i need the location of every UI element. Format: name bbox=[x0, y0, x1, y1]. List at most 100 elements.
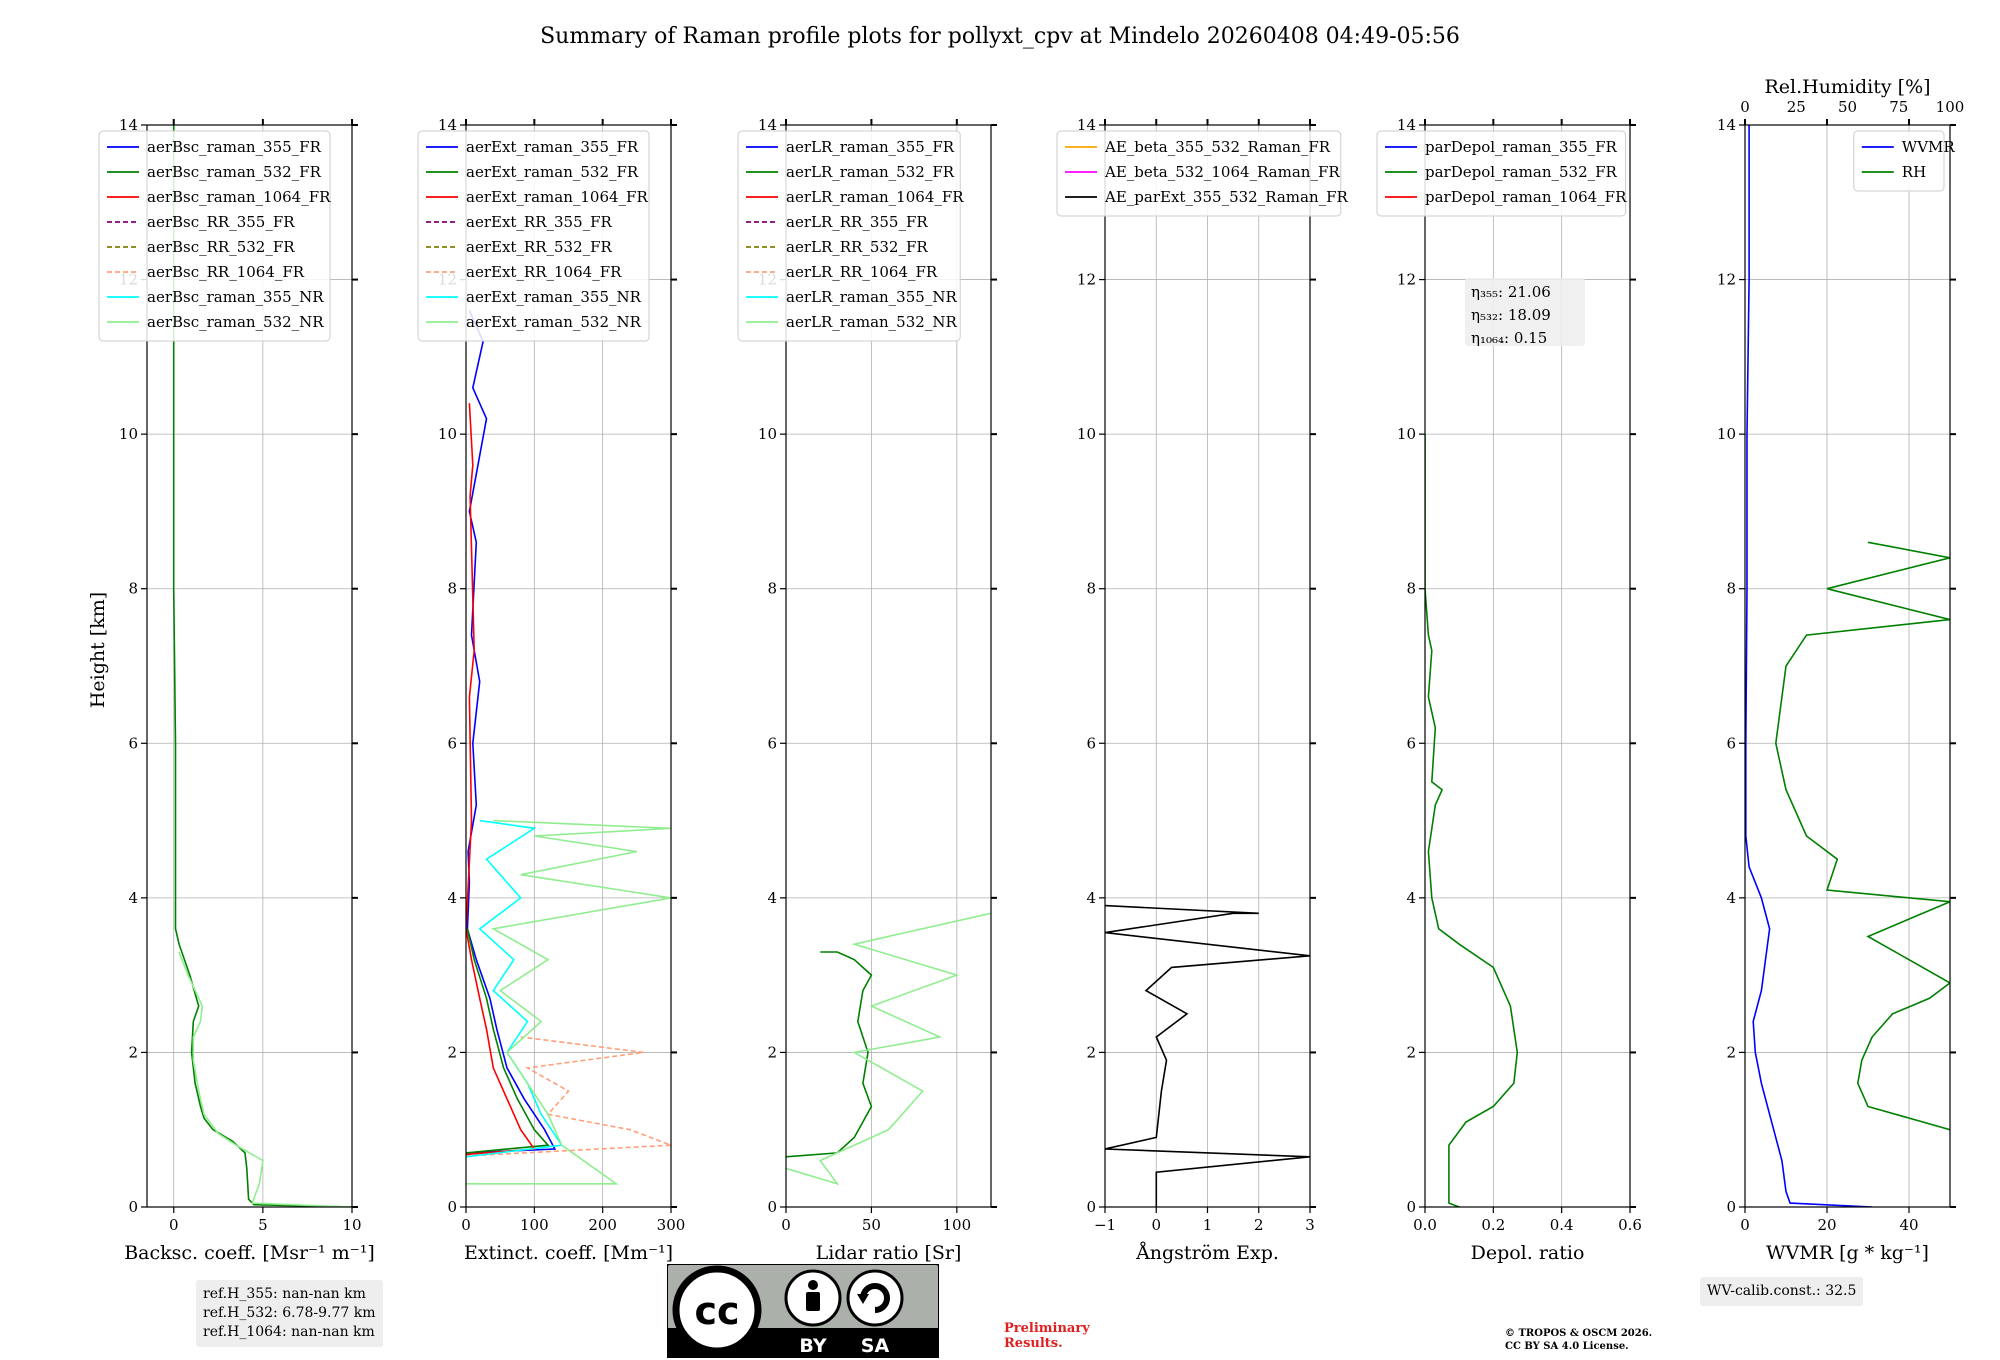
panel-2: 024681012140100200300Extinct. coeff. [Mm… bbox=[417, 116, 685, 1264]
y-tick-label: 10 bbox=[119, 425, 138, 443]
y-tick-label: 4 bbox=[1726, 889, 1736, 907]
legend-entry: parDepol_raman_355_FR bbox=[1425, 138, 1618, 156]
top-x-tick-label: 50 bbox=[1838, 98, 1857, 116]
y-tick-label: 0 bbox=[1406, 1198, 1416, 1216]
y-tick-label: 10 bbox=[1397, 425, 1416, 443]
x-axis-label: Extinct. coeff. [Mm⁻¹] bbox=[464, 1242, 673, 1264]
legend: AE_beta_355_532_Raman_FR AE_beta_532_1064… bbox=[1056, 130, 1349, 217]
y-tick-label: 4 bbox=[767, 889, 777, 907]
legend-entry: aerLR_RR_1064_FR bbox=[786, 263, 938, 281]
series-aerExt_raman_1064_FR bbox=[466, 403, 536, 1156]
y-tick-label: 4 bbox=[1086, 889, 1096, 907]
x-tick-label: 0 bbox=[781, 1216, 791, 1234]
y-tick-label: 2 bbox=[128, 1043, 138, 1061]
y-tick-label: 6 bbox=[767, 734, 777, 752]
legend-entry: aerBsc_raman_355_FR bbox=[147, 138, 322, 156]
x-tick-label: 0 bbox=[461, 1216, 471, 1234]
legend-entry: parDepol_raman_532_FR bbox=[1425, 163, 1618, 181]
y-tick-label: 14 bbox=[1397, 116, 1416, 134]
y-tick-label: 2 bbox=[447, 1043, 457, 1061]
x-tick-label: 1 bbox=[1203, 1216, 1213, 1234]
attribution-icon bbox=[784, 1269, 842, 1327]
x-axis-label: Lidar ratio [Sr] bbox=[816, 1242, 962, 1264]
legend-entry: aerLR_raman_532_FR bbox=[786, 163, 955, 181]
legend-box bbox=[1056, 130, 1342, 217]
y-tick-label: 14 bbox=[1077, 116, 1096, 134]
legend: aerBsc_raman_355_FR aerBsc_raman_532_FRae… bbox=[98, 130, 331, 342]
ref-height-1064: ref.H_1064: nan-nan km bbox=[203, 1324, 375, 1340]
y-tick-label: 12 bbox=[1397, 271, 1416, 289]
series-aerExt_raman_532_NR bbox=[466, 819, 671, 1185]
series-WVMR bbox=[1745, 125, 1873, 1207]
y-tick-label: 2 bbox=[1726, 1043, 1736, 1061]
legend-entry: aerBsc_raman_532_FR bbox=[147, 163, 322, 181]
x-tick-label: 0.6 bbox=[1618, 1216, 1642, 1234]
y-tick-label: 10 bbox=[1077, 425, 1096, 443]
copyright-line-2: CC BY SA 4.0 License. bbox=[1505, 1341, 1629, 1352]
x-tick-label: 200 bbox=[588, 1216, 617, 1234]
legend-entry: AE_beta_532_1064_Raman_FR bbox=[1104, 163, 1340, 181]
wv-calibration-box: WV-calib.const.: 32.5 bbox=[1700, 1277, 1864, 1306]
legend-box bbox=[737, 130, 961, 342]
x-tick-label: 40 bbox=[1899, 1216, 1918, 1234]
x-tick-label: 20 bbox=[1817, 1216, 1836, 1234]
x-axis-label: Ångström Exp. bbox=[1135, 1242, 1279, 1264]
x-axis-label: Depol. ratio bbox=[1471, 1242, 1585, 1264]
panel-1: 024681012140510Backsc. coeff. [Msr⁻¹ m⁻¹… bbox=[98, 116, 375, 1264]
legend-entry: aerBsc_RR_1064_FR bbox=[147, 263, 305, 281]
series-aerExt_raman_355_NR bbox=[466, 819, 564, 1158]
legend-box bbox=[98, 130, 331, 342]
ref-height-532: ref.H_532: 6.78-9.77 km bbox=[203, 1305, 376, 1321]
legend: aerExt_raman_355_FR aerExt_raman_532_FRae… bbox=[417, 130, 650, 342]
legend-entry: aerExt_RR_532_FR bbox=[466, 238, 613, 256]
x-tick-label: 100 bbox=[520, 1216, 549, 1234]
legend-entry: aerExt_RR_1064_FR bbox=[466, 263, 622, 281]
by-label: BY bbox=[799, 1335, 826, 1357]
legend-entry: AE_parExt_355_532_Raman_FR bbox=[1104, 188, 1349, 206]
y-tick-label: 8 bbox=[447, 580, 457, 598]
y-tick-label: 0 bbox=[1726, 1198, 1736, 1216]
top-x-tick-label: 0 bbox=[1740, 98, 1750, 116]
top-x-axis-label: Rel.Humidity [%] bbox=[1764, 76, 1930, 98]
y-tick-label: 0 bbox=[128, 1198, 138, 1216]
y-tick-label: 10 bbox=[438, 425, 457, 443]
y-tick-label: 8 bbox=[128, 580, 138, 598]
legend: aerLR_raman_355_FR aerLR_raman_532_FR aerL… bbox=[737, 130, 964, 342]
y-tick-label: 12 bbox=[1077, 271, 1096, 289]
y-axis-label: Height [km] bbox=[87, 592, 109, 708]
cc-by-sa-license-badge: cc BY SA bbox=[667, 1264, 939, 1358]
copyright-line-1: © TROPOS & OSCM 2026. bbox=[1505, 1328, 1653, 1339]
annotation-text: η₅₃₂: 18.09 bbox=[1471, 306, 1551, 324]
legend-entry: aerLR_RR_532_FR bbox=[786, 238, 928, 256]
y-tick-label: 0 bbox=[447, 1198, 457, 1216]
x-tick-label: 100 bbox=[943, 1216, 972, 1234]
y-tick-label: 6 bbox=[447, 734, 457, 752]
legend-entry: AE_beta_355_532_Raman_FR bbox=[1104, 138, 1331, 156]
panel-5: 0 2 4 6 8 10 12 14 0.0 0.2 0.4 0.6 Depol. ratio parDe… bbox=[1376, 116, 1642, 1264]
axes-frame bbox=[1424, 124, 1631, 1208]
legend-entry: aerLR_raman_355_NR bbox=[786, 288, 957, 306]
legend-entry: aerLR_raman_532_NR bbox=[786, 313, 957, 331]
legend-entry: aerBsc_raman_355_NR bbox=[147, 288, 324, 306]
legend-entry: aerBsc_RR_355_FR bbox=[147, 213, 295, 231]
y-tick-label: 6 bbox=[1086, 734, 1096, 752]
series-aerExt_RR_1064_FR bbox=[466, 1036, 671, 1157]
legend: WVMR RH bbox=[1853, 130, 1955, 192]
top-x-tick-label: 75 bbox=[1889, 98, 1908, 116]
y-tick-label: 8 bbox=[1086, 580, 1096, 598]
x-tick-label: 0.0 bbox=[1413, 1216, 1437, 1234]
cc-text: cc bbox=[694, 1289, 739, 1333]
x-tick-label: 2 bbox=[1254, 1216, 1264, 1234]
series-AE_parExt_355_532_Raman_FR bbox=[1105, 904, 1310, 1207]
y-tick-label: 0 bbox=[1086, 1198, 1096, 1216]
series-aerExt_raman_355_FR bbox=[466, 310, 557, 1154]
axes-frame bbox=[146, 124, 353, 1208]
legend-box bbox=[1376, 130, 1627, 217]
y-tick-label: 2 bbox=[767, 1043, 777, 1061]
legend-entry: aerExt_raman_532_NR bbox=[466, 313, 642, 331]
y-tick-label: 14 bbox=[119, 116, 138, 134]
legend-box bbox=[417, 130, 650, 342]
legend-entry: aerLR_raman_355_FR bbox=[786, 138, 955, 156]
